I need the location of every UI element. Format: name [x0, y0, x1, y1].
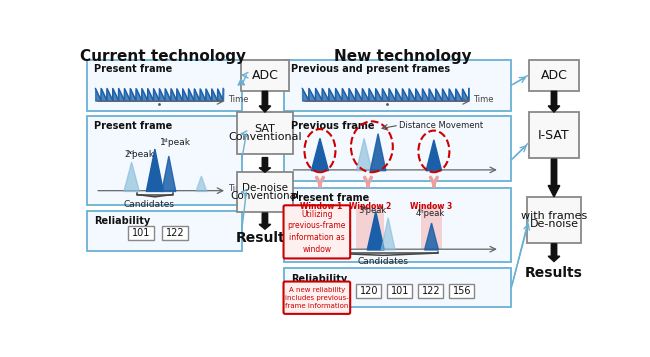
- FancyArrow shape: [548, 159, 560, 197]
- Text: Time: Time: [227, 95, 248, 104]
- Text: ADC: ADC: [541, 69, 567, 82]
- Polygon shape: [424, 223, 439, 250]
- FancyArrow shape: [259, 157, 271, 172]
- Text: Current technology: Current technology: [79, 49, 246, 64]
- Text: Candidates: Candidates: [358, 257, 409, 266]
- Text: 156: 156: [452, 286, 471, 296]
- Polygon shape: [381, 218, 395, 250]
- Text: peak: peak: [129, 150, 154, 159]
- Bar: [529, 112, 579, 159]
- Text: Window 3: Window 3: [410, 202, 452, 211]
- Text: st: st: [162, 138, 168, 143]
- Text: I-SAT: I-SAT: [538, 129, 570, 142]
- Polygon shape: [370, 134, 386, 171]
- Text: Present frame: Present frame: [94, 121, 172, 131]
- Text: with frames: with frames: [521, 211, 587, 221]
- Text: rd: rd: [361, 206, 367, 211]
- Text: th: th: [419, 209, 424, 214]
- Text: Window 2: Window 2: [349, 202, 391, 211]
- Text: Conventional: Conventional: [231, 191, 300, 201]
- Text: nd: nd: [126, 150, 134, 155]
- Text: Present frame: Present frame: [94, 64, 172, 74]
- FancyBboxPatch shape: [283, 205, 350, 258]
- Text: New technology: New technology: [334, 49, 472, 64]
- Text: ADC: ADC: [252, 69, 278, 82]
- Bar: [86, 60, 242, 111]
- Polygon shape: [146, 149, 163, 191]
- Text: peak: peak: [421, 209, 444, 218]
- FancyArrow shape: [548, 244, 560, 262]
- Text: peak: peak: [165, 139, 190, 147]
- Bar: [527, 197, 581, 243]
- Text: Results: Results: [236, 231, 294, 246]
- Text: De-noise: De-noise: [530, 219, 578, 229]
- Bar: [86, 116, 242, 205]
- Bar: [419, 284, 443, 298]
- Bar: [449, 284, 474, 298]
- Polygon shape: [124, 162, 139, 191]
- Text: Distance Movement: Distance Movement: [399, 121, 483, 130]
- FancyArrow shape: [548, 91, 560, 112]
- Text: Window 1: Window 1: [300, 202, 343, 211]
- Bar: [284, 268, 512, 307]
- Text: Conventional: Conventional: [228, 132, 302, 142]
- Text: 122: 122: [166, 228, 185, 238]
- Bar: [284, 187, 512, 262]
- Bar: [356, 284, 381, 298]
- Bar: [356, 205, 384, 249]
- Text: peak: peak: [363, 206, 387, 215]
- FancyBboxPatch shape: [283, 282, 350, 314]
- Text: 122: 122: [421, 286, 440, 296]
- Text: Previous frame: Previous frame: [291, 121, 375, 131]
- Bar: [237, 172, 292, 212]
- FancyArrow shape: [259, 91, 271, 112]
- Bar: [421, 205, 443, 249]
- Text: 2: 2: [124, 150, 129, 159]
- Polygon shape: [335, 221, 348, 250]
- Text: Reliability: Reliability: [94, 216, 150, 226]
- Polygon shape: [356, 138, 372, 171]
- Bar: [241, 60, 289, 91]
- Bar: [284, 116, 512, 181]
- Text: 3: 3: [359, 206, 364, 215]
- Bar: [529, 60, 579, 91]
- Polygon shape: [162, 156, 176, 191]
- Polygon shape: [196, 176, 207, 191]
- Text: SAT: SAT: [255, 124, 276, 134]
- Text: Time: Time: [473, 95, 494, 104]
- Polygon shape: [367, 211, 384, 250]
- Bar: [311, 205, 332, 249]
- Text: 120: 120: [359, 286, 378, 296]
- Text: 101: 101: [132, 228, 150, 238]
- Text: 4: 4: [416, 209, 421, 218]
- Text: 1: 1: [161, 139, 166, 147]
- Text: A new reliability
includes previous-
frame information: A new reliability includes previous- fra…: [285, 287, 349, 309]
- Bar: [128, 226, 154, 240]
- Text: Reliability: Reliability: [291, 274, 348, 284]
- Text: 101: 101: [391, 286, 409, 296]
- Text: Present frame: Present frame: [291, 193, 369, 203]
- FancyArrow shape: [259, 213, 271, 229]
- Text: De-noise: De-noise: [242, 183, 288, 193]
- Bar: [86, 211, 242, 251]
- Text: Previous and present frames: Previous and present frames: [291, 64, 450, 74]
- Polygon shape: [426, 140, 441, 171]
- Text: Results: Results: [525, 266, 583, 280]
- Text: Utilizing
previous-frame
information as
window: Utilizing previous-frame information as …: [288, 210, 346, 254]
- Bar: [162, 226, 188, 240]
- Polygon shape: [319, 215, 336, 250]
- Polygon shape: [311, 138, 328, 171]
- Bar: [387, 284, 412, 298]
- Bar: [237, 112, 292, 155]
- Text: Time: Time: [227, 184, 248, 193]
- Text: Candidates: Candidates: [124, 200, 174, 209]
- Bar: [284, 60, 512, 111]
